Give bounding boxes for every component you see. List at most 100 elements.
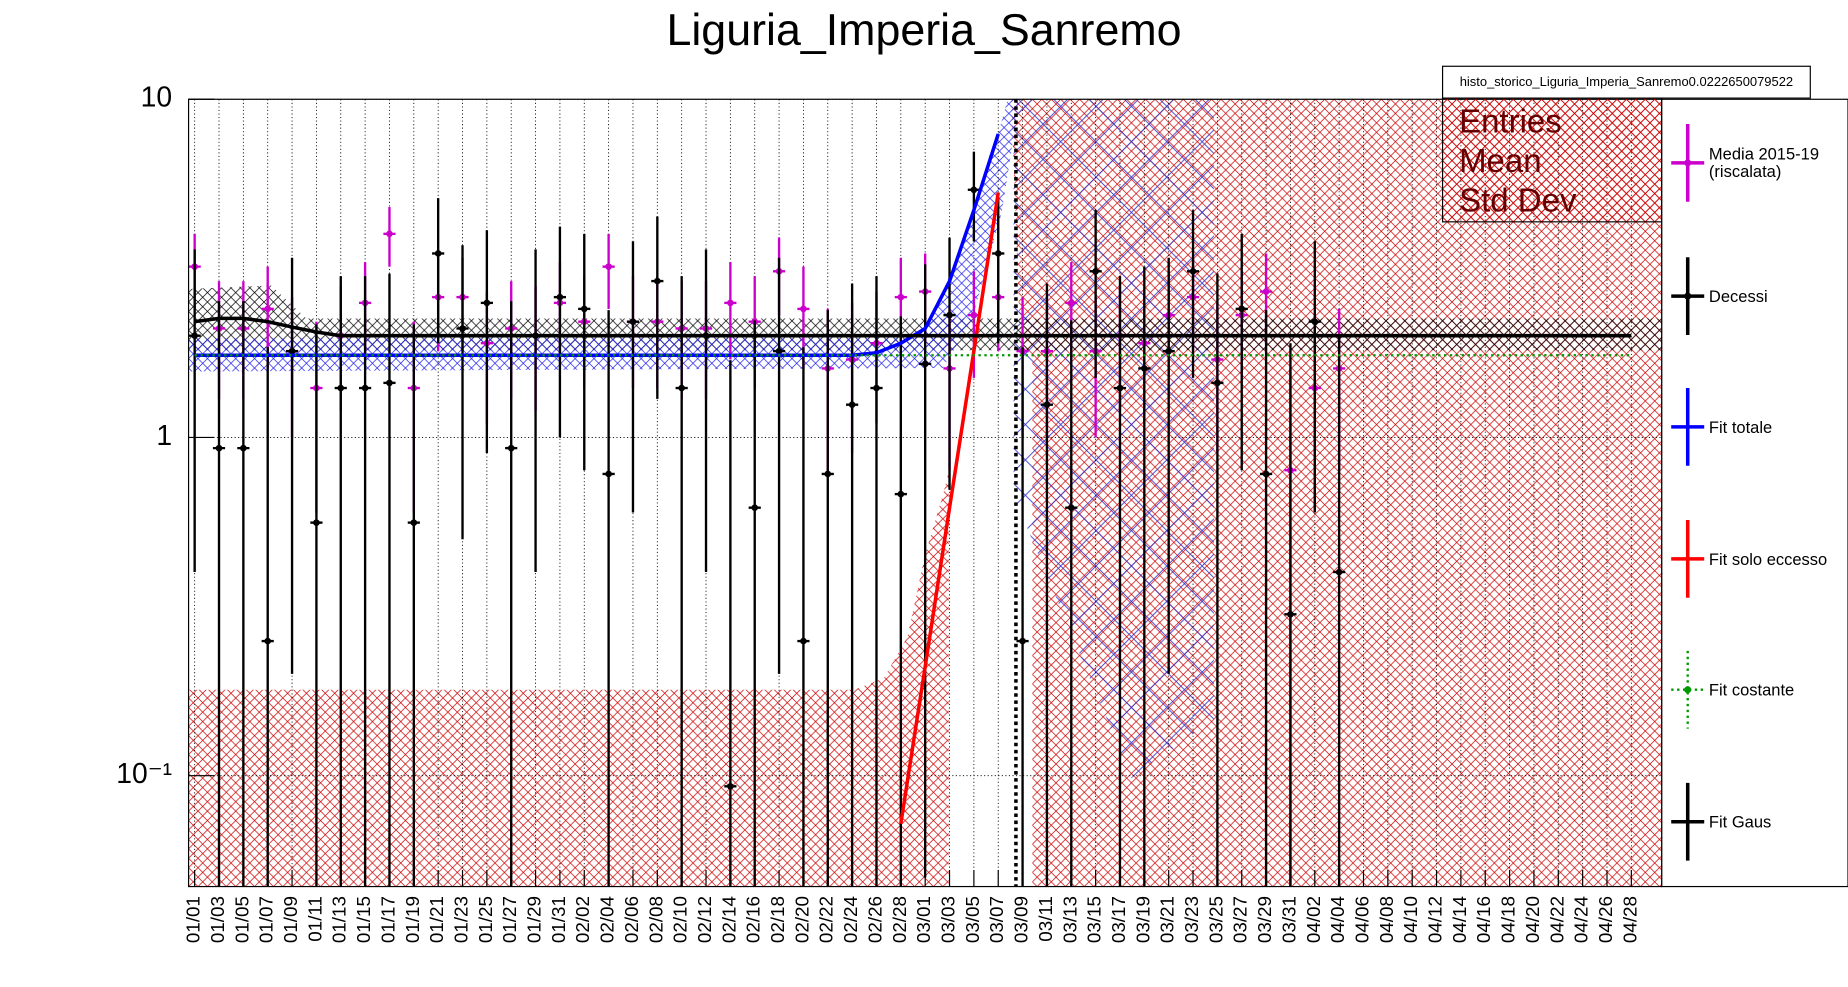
point xyxy=(970,311,978,319)
point xyxy=(800,305,807,313)
legend-label: Fit solo eccesso xyxy=(1708,548,1828,568)
point xyxy=(264,305,272,313)
point xyxy=(459,325,466,332)
x-tick-label: 01/25 xyxy=(475,896,496,943)
x-tick-label: 03/25 xyxy=(1205,896,1226,943)
point xyxy=(410,519,418,526)
x-tick-label: 03/23 xyxy=(1181,896,1202,943)
x-tick-label: 01/31 xyxy=(548,896,569,943)
legend-label-box: Fit solo eccesso xyxy=(1708,548,1828,568)
point xyxy=(361,384,369,392)
x-tick-label: 03/09 xyxy=(1011,896,1032,943)
x-tick-label: 01/27 xyxy=(499,896,520,943)
x-tick-label: 04/04 xyxy=(1327,896,1348,943)
x-tick-label: 03/31 xyxy=(1278,896,1299,943)
point xyxy=(605,470,612,478)
legend-label-box: Fit totale xyxy=(1708,416,1773,436)
x-tick-label: 04/22 xyxy=(1546,896,1567,943)
point xyxy=(1238,305,1246,313)
x-tick-label: 03/03 xyxy=(938,896,959,943)
x-tick-label: 04/28 xyxy=(1619,896,1640,943)
fit-line xyxy=(899,192,1000,825)
x-tick-label: 02/08 xyxy=(645,896,666,943)
legend-label: Fit totale xyxy=(1708,416,1773,436)
x-tick-label: 03/05 xyxy=(962,896,983,943)
x-tick-label: 04/18 xyxy=(1498,896,1519,943)
legend-label-box: Media 2015-19 (riscalata) xyxy=(1709,145,1819,180)
x-tick-label: 01/17 xyxy=(377,896,398,943)
x-tick-label: 01/19 xyxy=(402,896,423,943)
x-tick-label: 04/14 xyxy=(1449,896,1470,943)
legend-box xyxy=(1661,98,1848,888)
marks xyxy=(188,133,1632,887)
stats-box: histo_storico_Liguria_Imperia_Sanremo0.0… xyxy=(1441,65,1811,223)
point xyxy=(751,504,759,511)
point xyxy=(824,470,832,478)
x-tick-label: 02/02 xyxy=(572,896,593,943)
legend-label-box: Decessi xyxy=(1708,286,1768,305)
fit-line xyxy=(194,316,1632,338)
point xyxy=(1214,379,1221,387)
x-tick-label: 02/22 xyxy=(816,896,837,943)
point xyxy=(897,490,905,498)
point xyxy=(1092,267,1099,275)
point xyxy=(848,401,856,408)
x-tick-label: 01/11 xyxy=(304,896,325,942)
x-tick-label: 02/24 xyxy=(840,896,861,943)
uncertainty-bands xyxy=(188,99,1662,887)
point xyxy=(1019,637,1026,645)
point xyxy=(1067,504,1075,511)
blue-band xyxy=(188,99,1020,372)
point xyxy=(654,277,661,285)
point xyxy=(605,263,612,270)
legend-marker xyxy=(1684,686,1692,694)
point xyxy=(288,347,296,355)
point xyxy=(1262,470,1270,478)
point xyxy=(313,519,320,526)
x-tick-label: 02/20 xyxy=(791,896,812,943)
x-tick-label: 01/05 xyxy=(231,896,252,943)
point xyxy=(873,384,880,392)
x-tick-label: 01/09 xyxy=(280,896,301,943)
point xyxy=(507,444,515,452)
x-tick-label: 03/13 xyxy=(1059,896,1080,943)
x-tick-label: 02/06 xyxy=(621,896,642,943)
x-tick-label: 01/23 xyxy=(451,896,472,943)
legend-label: Fit costante xyxy=(1708,679,1795,699)
legend-label: Fit Gaus xyxy=(1708,811,1772,831)
point xyxy=(1165,347,1172,355)
x-tick-label: 03/07 xyxy=(986,896,1007,943)
point xyxy=(1262,288,1270,295)
x-tick-label: 04/20 xyxy=(1522,896,1543,943)
point xyxy=(800,637,807,645)
x-tick-label: 04/08 xyxy=(1376,896,1397,943)
x-tick-label: 03/27 xyxy=(1230,896,1251,943)
point xyxy=(727,299,734,307)
point xyxy=(386,379,393,387)
stats-body xyxy=(1441,97,1663,223)
point xyxy=(240,444,247,452)
legend: Media 2015-19 (riscalata) Decessi Fit tota… xyxy=(1671,124,1828,861)
x-tick-label: 03/01 xyxy=(913,896,934,943)
x-tick-label: 01/29 xyxy=(524,896,545,943)
point xyxy=(1287,610,1294,618)
point xyxy=(727,783,734,790)
stats-label: Mean xyxy=(1459,142,1542,179)
x-tick-label: 02/28 xyxy=(889,896,910,943)
x-tick-label: 01/15 xyxy=(353,896,374,943)
point xyxy=(215,444,223,452)
point xyxy=(191,332,198,339)
x-tick-label: 02/14 xyxy=(718,896,739,943)
red-band xyxy=(188,471,949,887)
y-tick-label: 10⁻¹ xyxy=(116,757,172,789)
x-tick-label: 01/03 xyxy=(207,896,228,943)
y-tick-label: 1 xyxy=(156,419,172,451)
legend-label: Decessi xyxy=(1708,286,1768,305)
x-tick-label: 03/15 xyxy=(1084,896,1105,943)
legend-marker xyxy=(1684,159,1692,167)
point xyxy=(1141,365,1148,372)
chart-title: Liguria_Imperia_Sanremo xyxy=(666,5,1181,55)
point xyxy=(1335,568,1343,576)
